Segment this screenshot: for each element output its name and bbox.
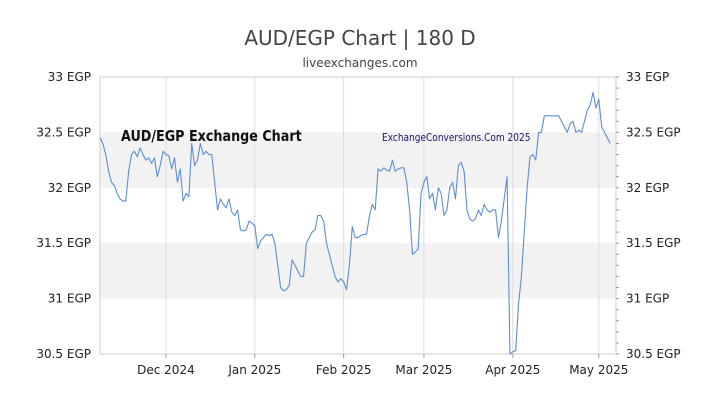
y-tick-label-right: 31.5 EGP xyxy=(626,236,681,250)
y-tick-label-left: 30.5 EGP xyxy=(36,347,91,361)
y-tick-label-left: 31 EGP xyxy=(48,292,91,306)
plot-area-border xyxy=(99,76,617,355)
chart-watermark-title: AUD/EGP Exchange Chart xyxy=(121,128,302,145)
chart-watermark-site: ExchangeConversions.Com 2025 xyxy=(382,132,530,144)
x-tick-label: Jan 2025 xyxy=(227,363,281,377)
grid-bands xyxy=(100,132,616,299)
y-tick-label-right: 31 EGP xyxy=(626,292,669,306)
series-lines xyxy=(99,91,611,355)
x-tick-label: May 2025 xyxy=(569,363,628,377)
x-axis-tick-marks xyxy=(165,354,600,358)
y-tick-label-right: 30.5 EGP xyxy=(626,347,681,361)
y-tick-label-left: 31.5 EGP xyxy=(36,236,91,250)
series-line xyxy=(99,91,611,355)
x-tick-label: Dec 2024 xyxy=(137,363,195,377)
y-tick-label-left: 32 EGP xyxy=(48,181,91,195)
x-tick-label: Mar 2025 xyxy=(395,363,452,377)
x-axis: Dec 2024 Jan 2025 Feb 2025 Mar 2025 Apr 2025… xyxy=(137,363,628,377)
x-tick-label: Apr 2025 xyxy=(485,363,540,377)
y-axis-right: 30.5 EGP 31 EGP 31.5 EGP 32 EGP 32.5 EGP 33 E… xyxy=(616,70,681,361)
y-axis-left: 30.5 EGP 31 EGP 31.5 EGP 32 EGP 32.5 EGP 33 E… xyxy=(36,70,91,361)
chart-subtitle: liveexchanges.com xyxy=(302,56,417,70)
vertical-gridlines xyxy=(165,77,600,354)
y-tick-label-right: 33 EGP xyxy=(626,70,669,84)
grid-band xyxy=(100,243,616,299)
x-tick-label: Feb 2025 xyxy=(316,363,372,377)
y-tick-label-left: 33 EGP xyxy=(48,70,91,84)
y-tick-label-left: 32.5 EGP xyxy=(36,125,91,139)
y-tick-label-right: 32 EGP xyxy=(626,181,669,195)
y-tick-label-right: 32.5 EGP xyxy=(626,125,681,139)
chart-title: AUD/EGP Chart | 180 D xyxy=(244,26,475,50)
